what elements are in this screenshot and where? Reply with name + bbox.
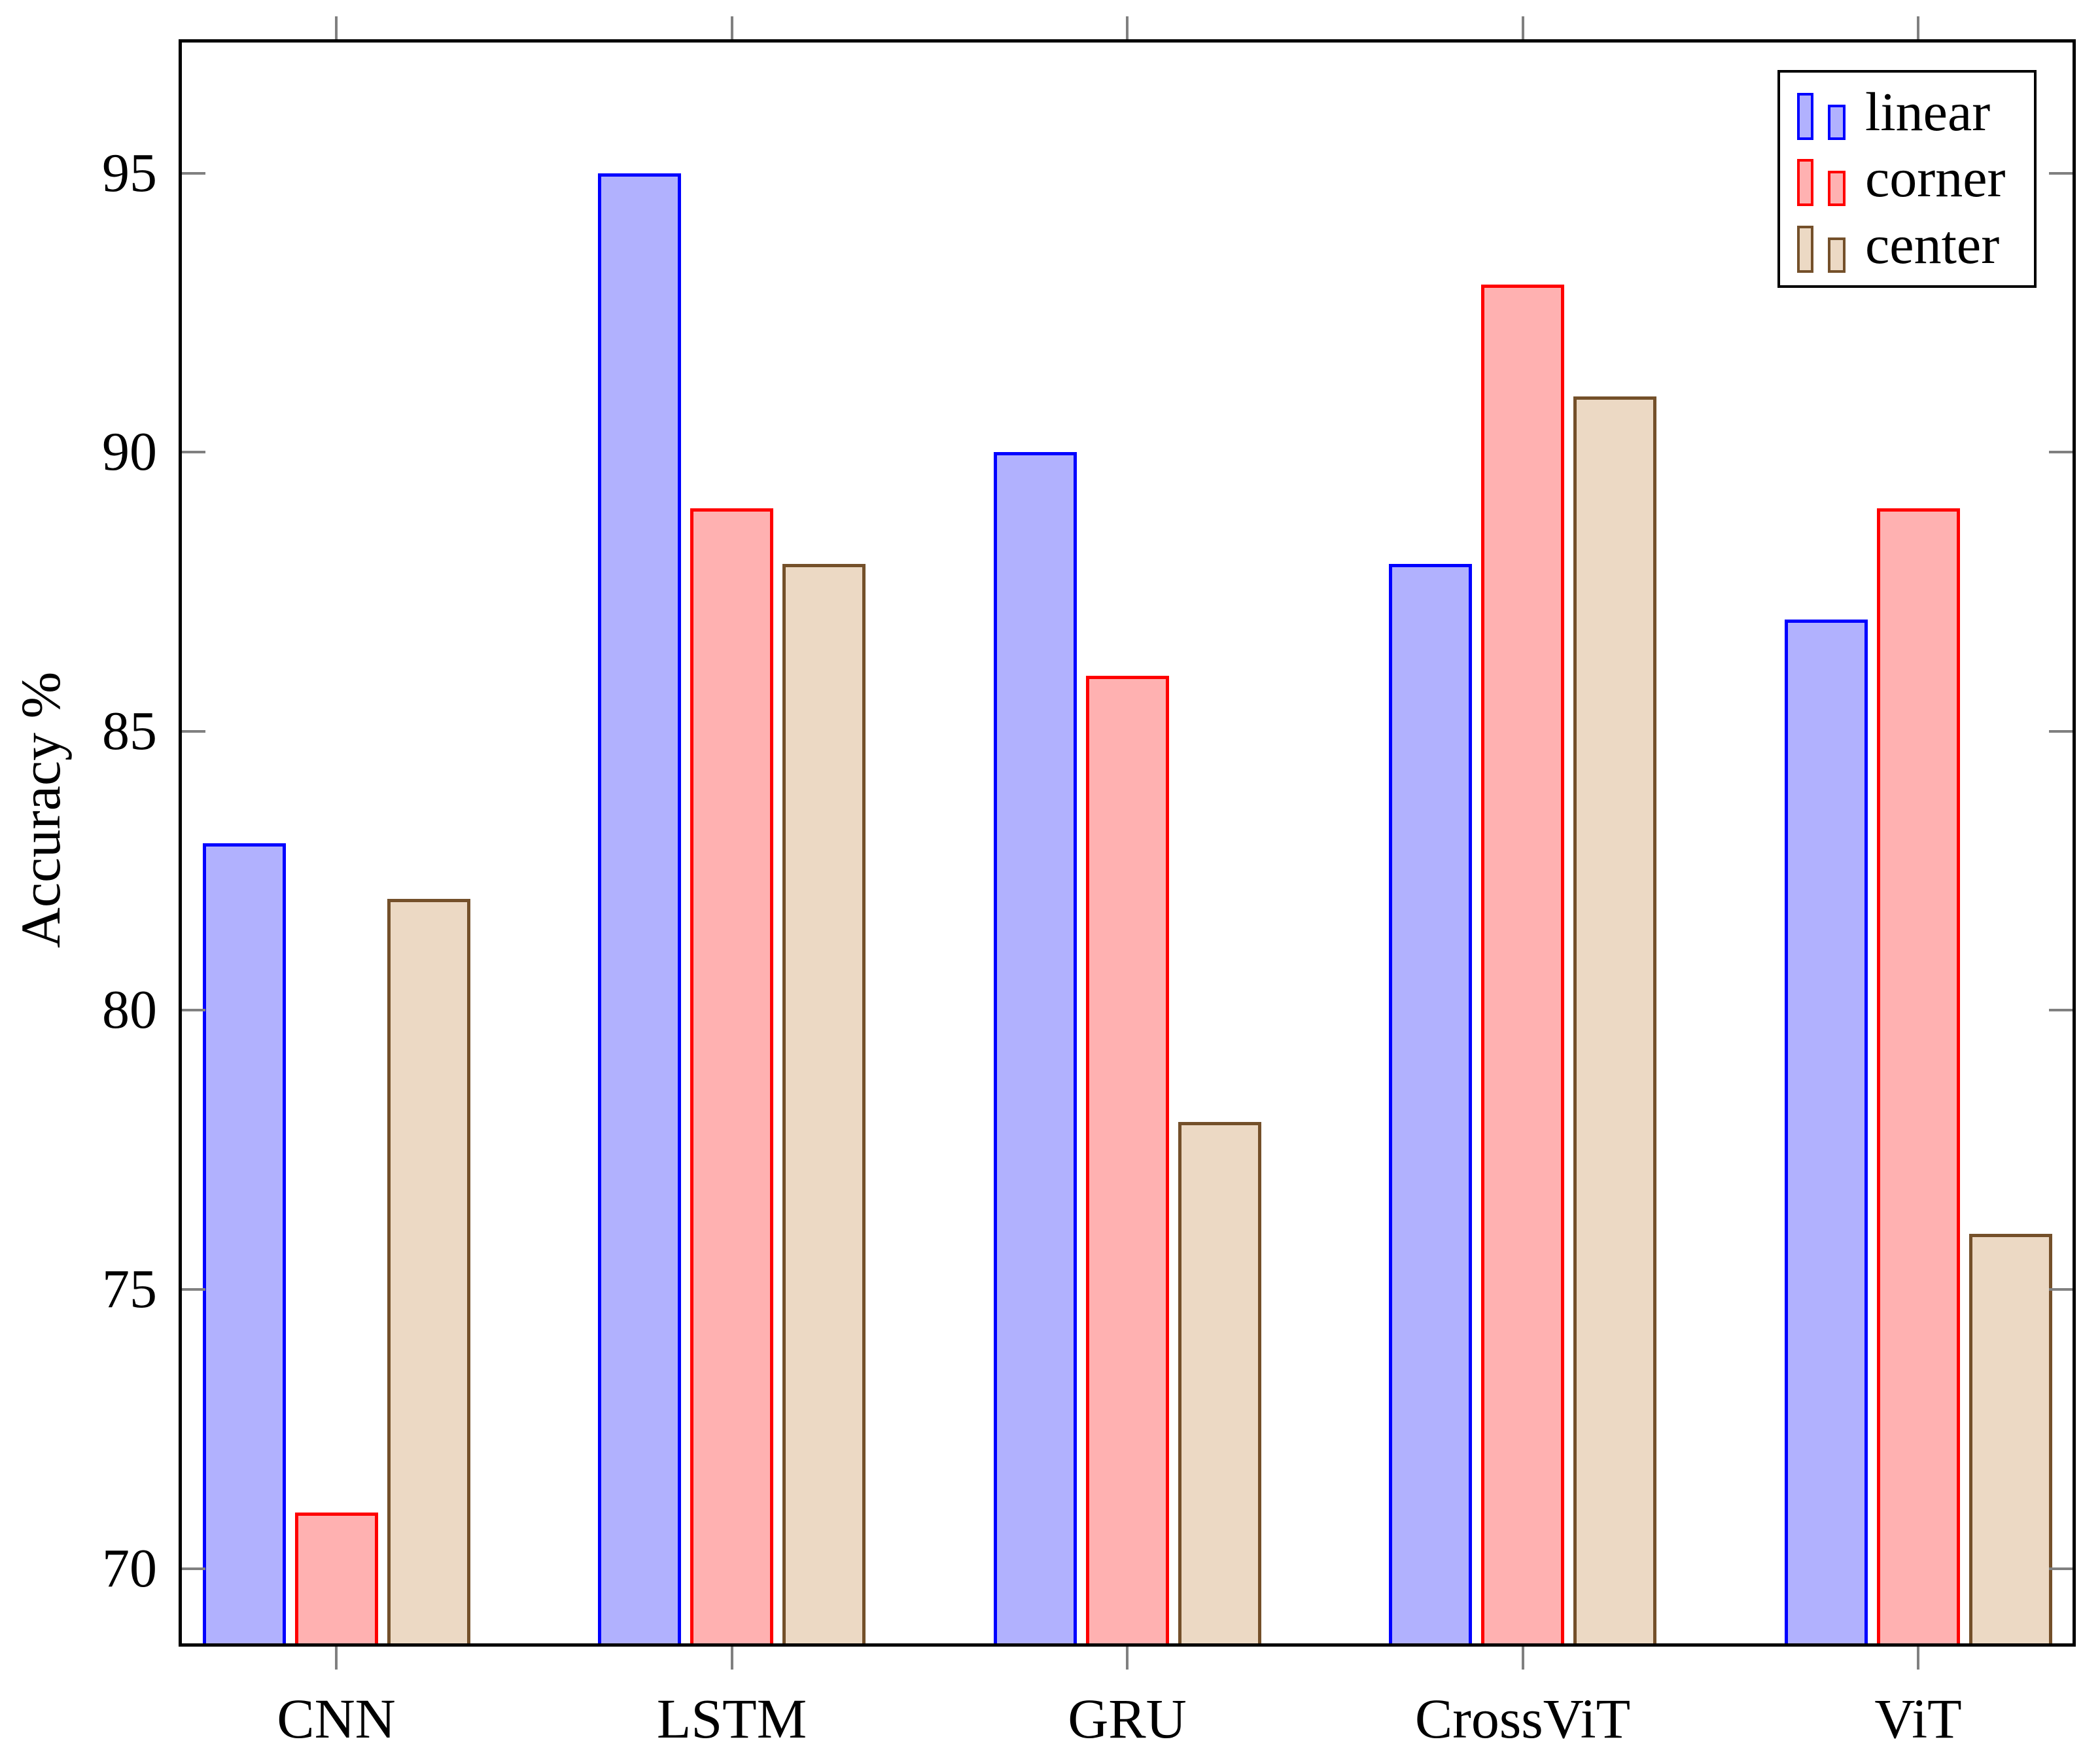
y-tick-label: 85 bbox=[102, 700, 157, 761]
bar-center bbox=[1178, 1122, 1261, 1647]
y-tick-right bbox=[2049, 1567, 2073, 1570]
y-tick-left bbox=[182, 1567, 205, 1570]
x-tick-top bbox=[335, 16, 338, 39]
bar-linear bbox=[1389, 563, 1472, 1647]
x-tick-label: CNN bbox=[277, 1687, 396, 1750]
legend-marker bbox=[1797, 158, 1846, 207]
y-tick-left bbox=[182, 1288, 205, 1291]
x-tick-label: ViT bbox=[1874, 1687, 1962, 1750]
legend-bar-icon bbox=[1797, 92, 1813, 140]
bar-corner bbox=[1085, 675, 1169, 1647]
bar-linear bbox=[202, 843, 286, 1647]
x-tick-label: LSTM bbox=[656, 1687, 807, 1750]
bar-center bbox=[782, 563, 866, 1647]
legend-marker bbox=[1797, 224, 1846, 273]
bar-center bbox=[387, 898, 470, 1647]
legend-bar-icon bbox=[1828, 104, 1846, 140]
y-tick-right bbox=[2049, 451, 2073, 454]
x-tick-bottom bbox=[1521, 1647, 1524, 1670]
x-tick-label: GRU bbox=[1068, 1687, 1187, 1750]
y-tick-right bbox=[2049, 1009, 2073, 1012]
legend-entry-center: center bbox=[1797, 218, 2034, 273]
y-tick-right bbox=[2049, 1288, 2073, 1291]
legend-entry-linear: linear bbox=[1797, 81, 2034, 143]
y-tick-label: 95 bbox=[102, 142, 157, 203]
legend-bar-icon bbox=[1828, 237, 1846, 273]
x-tick-label: CrossViT bbox=[1414, 1687, 1631, 1750]
bar-corner bbox=[1481, 285, 1564, 1647]
legend-marker bbox=[1797, 92, 1846, 140]
y-tick-left bbox=[182, 1009, 205, 1012]
legend-bar-icon bbox=[1797, 226, 1813, 273]
legend-label: center bbox=[1865, 215, 2000, 276]
legend-label: corner bbox=[1865, 148, 2006, 209]
x-tick-bottom bbox=[1917, 1647, 1919, 1670]
y-tick-left bbox=[182, 729, 205, 733]
x-tick-top bbox=[1917, 16, 1919, 39]
bar-center bbox=[1969, 1233, 2052, 1647]
x-tick-bottom bbox=[730, 1647, 733, 1670]
bar-center bbox=[1573, 396, 1656, 1647]
bar-corner bbox=[294, 1513, 378, 1647]
x-tick-top bbox=[730, 16, 733, 39]
legend-bar-icon bbox=[1828, 171, 1846, 207]
bar-corner bbox=[690, 508, 773, 1647]
legend: linear corner center bbox=[1777, 70, 2037, 288]
bar-linear bbox=[598, 173, 681, 1647]
legend-bar-icon bbox=[1797, 159, 1813, 207]
y-tick-label: 70 bbox=[102, 1537, 157, 1599]
x-tick-top bbox=[1126, 16, 1129, 39]
legend-entry-corner: corner bbox=[1797, 148, 2034, 209]
y-tick-label: 75 bbox=[102, 1259, 157, 1320]
y-tick-label: 90 bbox=[102, 421, 157, 483]
bar-corner bbox=[1876, 508, 1960, 1647]
x-tick-bottom bbox=[1126, 1647, 1129, 1670]
y-tick-right bbox=[2049, 729, 2073, 733]
y-tick-label: 80 bbox=[102, 979, 157, 1041]
legend-label: linear bbox=[1865, 81, 1991, 143]
bar-linear bbox=[993, 452, 1077, 1647]
y-tick-left bbox=[182, 171, 205, 175]
bars-layer bbox=[179, 39, 2076, 1647]
x-tick-bottom bbox=[335, 1647, 338, 1670]
y-tick-left bbox=[182, 451, 205, 454]
bar-linear bbox=[1784, 620, 1868, 1647]
x-tick-top bbox=[1521, 16, 1524, 39]
y-tick-right bbox=[2049, 171, 2073, 175]
